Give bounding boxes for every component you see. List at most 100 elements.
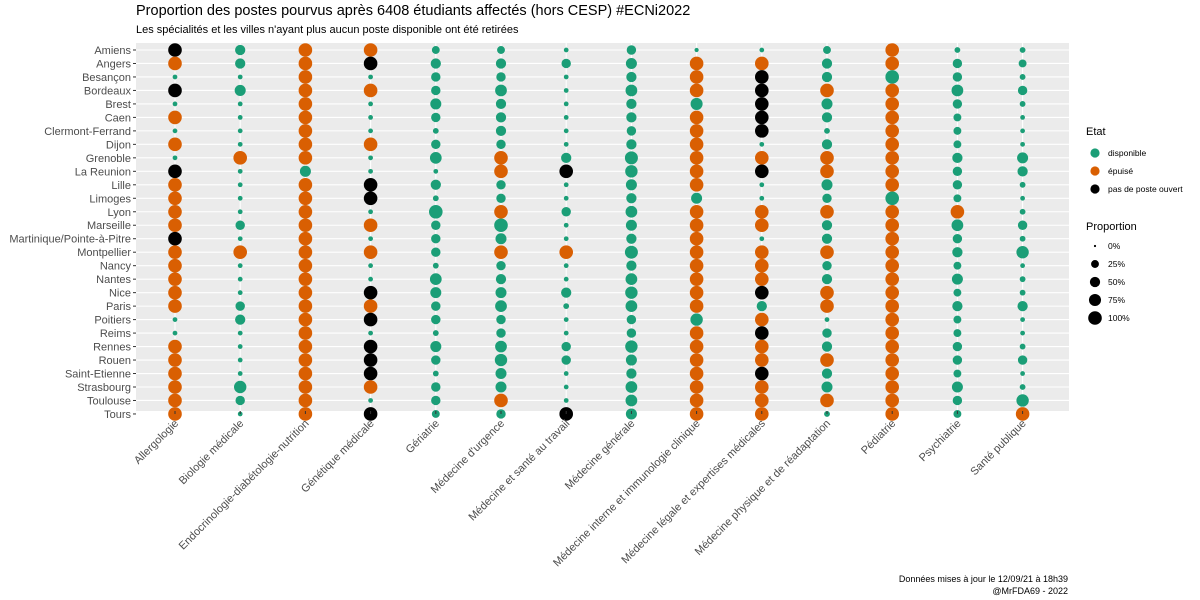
data-point — [820, 204, 834, 219]
data-point — [496, 328, 506, 338]
data-point — [953, 329, 962, 338]
data-point — [885, 164, 899, 179]
data-point — [168, 353, 182, 367]
data-point — [168, 339, 182, 354]
data-point — [820, 151, 834, 165]
data-point — [626, 193, 637, 204]
data-point — [820, 393, 834, 408]
data-point — [689, 137, 704, 152]
legend-state-key — [1090, 184, 1100, 194]
data-point — [689, 70, 704, 84]
data-point — [755, 366, 769, 381]
data-point — [1019, 74, 1026, 80]
data-point — [755, 204, 769, 219]
data-point — [235, 44, 246, 56]
legend-state-label: disponible — [1108, 148, 1147, 158]
y-tick-label: Paris — [106, 301, 132, 313]
state-legend-title: Etat — [1086, 126, 1106, 138]
data-point — [368, 115, 373, 120]
y-tick-label: Marseille — [87, 220, 131, 232]
data-point — [237, 128, 243, 134]
data-point — [821, 98, 833, 110]
data-point — [885, 124, 899, 138]
data-point — [690, 313, 703, 326]
data-point — [951, 219, 964, 232]
data-point — [168, 191, 182, 206]
data-point — [1016, 246, 1029, 259]
legend-size-label: 0% — [1108, 241, 1121, 251]
data-point — [689, 83, 704, 98]
data-point — [168, 258, 182, 273]
y-tick-label: Reims — [100, 328, 132, 340]
data-point — [237, 101, 243, 107]
y-tick-label: Saint-Etienne — [65, 369, 131, 381]
data-point — [235, 58, 246, 69]
data-point — [368, 236, 373, 242]
data-point — [951, 381, 963, 393]
data-point — [952, 58, 963, 69]
x-tick-label: Pédiatrie — [859, 418, 898, 457]
data-point — [1017, 300, 1028, 312]
data-point — [755, 124, 769, 138]
data-point — [298, 285, 313, 300]
data-point — [563, 195, 569, 201]
data-point — [494, 218, 508, 233]
legend-state-label: épuisé — [1108, 166, 1133, 176]
data-point — [821, 274, 833, 285]
data-point — [494, 245, 508, 259]
data-point — [1020, 263, 1025, 269]
data-point — [363, 353, 378, 367]
data-point — [821, 71, 833, 83]
data-point — [755, 353, 769, 367]
data-point — [237, 263, 243, 269]
data-point — [1020, 371, 1025, 376]
data-point — [298, 124, 313, 138]
data-point — [689, 164, 704, 179]
legend-size-key — [1093, 244, 1097, 248]
data-point — [1019, 235, 1026, 242]
data-point — [821, 233, 833, 244]
data-point — [689, 231, 704, 246]
data-point — [1017, 220, 1028, 230]
data-point — [431, 395, 441, 406]
data-point — [431, 301, 441, 311]
data-point — [820, 285, 834, 300]
data-point — [759, 236, 765, 242]
data-point — [563, 141, 569, 147]
data-point — [626, 126, 637, 136]
data-point — [1019, 289, 1026, 296]
data-point — [755, 285, 769, 300]
data-point — [755, 83, 769, 98]
data-point — [299, 165, 311, 177]
data-point — [298, 326, 313, 340]
y-tick-label: Lyon — [108, 207, 131, 219]
data-point — [885, 110, 899, 125]
data-point — [689, 353, 704, 367]
data-point — [363, 245, 378, 259]
data-point — [689, 299, 704, 313]
data-point — [298, 178, 313, 192]
data-point — [563, 115, 569, 120]
y-tick-label: Amiens — [94, 45, 131, 57]
y-tick-label: Caen — [105, 112, 131, 124]
data-point — [755, 393, 769, 408]
y-tick-label: Poitiers — [94, 315, 131, 327]
legend-size-label: 100% — [1108, 313, 1130, 323]
data-point — [1017, 166, 1028, 177]
data-point — [495, 287, 507, 299]
y-tick-label: Clermont-Ferrand — [44, 126, 131, 138]
data-point — [168, 299, 182, 313]
data-point — [368, 209, 373, 215]
legend-size-key — [1088, 311, 1102, 325]
data-point — [168, 218, 182, 233]
x-tick-label: Médecine physique et de réadaptation — [693, 418, 833, 558]
data-point — [494, 151, 508, 165]
data-point — [495, 300, 507, 312]
data-point — [495, 84, 507, 97]
data-point — [822, 260, 832, 271]
data-point — [561, 341, 571, 352]
data-point — [951, 84, 964, 97]
data-point — [755, 272, 769, 286]
data-point — [431, 234, 441, 244]
data-point — [431, 72, 441, 82]
